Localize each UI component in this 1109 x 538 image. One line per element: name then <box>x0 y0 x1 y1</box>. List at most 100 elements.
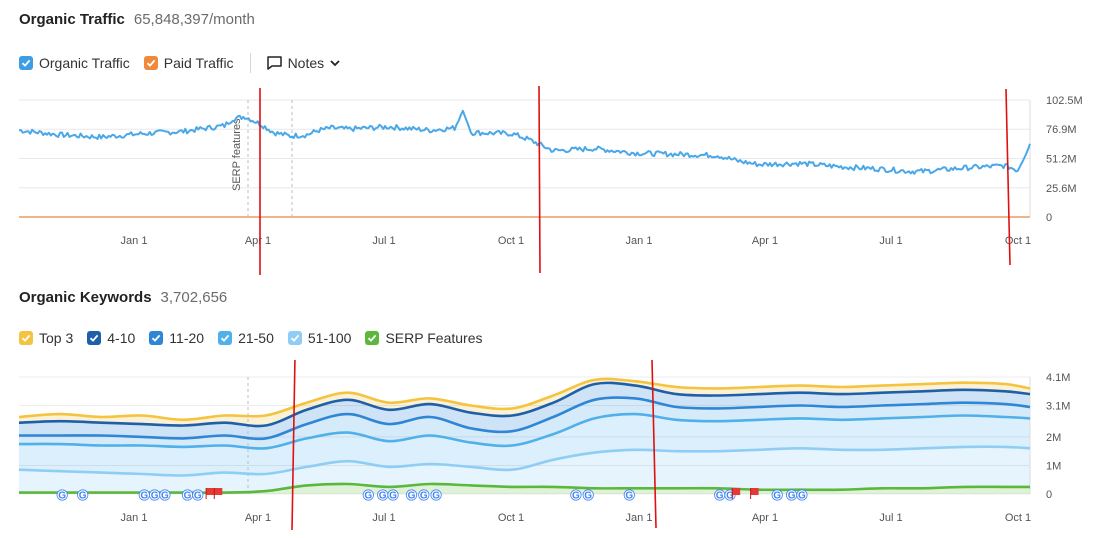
checkbox-checked-icon[interactable] <box>365 331 380 345</box>
google-icon-bg <box>56 489 68 501</box>
keywords-legend: Top 3 4-10 11-20 21-50 51-100 SERP Features <box>19 330 496 346</box>
organic-traffic-chart: SERP features 102.5M 76.9M 51.2M 25.6M 0 Jan… <box>18 85 1083 275</box>
flag-icon-body <box>750 488 759 495</box>
legend-label: Organic Traffic <box>39 55 130 71</box>
keywords-value: 3,702,656 <box>160 289 228 306</box>
google-icon: G <box>771 489 783 502</box>
area-fill <box>19 446 1030 494</box>
y-tick-label: 0 <box>1046 212 1052 224</box>
checkbox-checked-icon[interactable] <box>149 331 164 345</box>
x-tick-label: Oct 1 <box>498 235 524 247</box>
legend-4-10[interactable]: 4-10 <box>87 330 135 346</box>
google-icon: G <box>796 489 808 502</box>
legend-label: 4-10 <box>107 330 136 346</box>
google-icon-glyph: G <box>798 491 806 502</box>
series-line-top-3 <box>18 377 1031 422</box>
flag-icon-body <box>206 488 215 495</box>
x-tick-label: Jan 1 <box>121 512 148 524</box>
x-tick-label: Jan 1 <box>626 235 653 247</box>
checkbox-checked-icon[interactable] <box>218 331 233 345</box>
google-icon: G <box>192 489 204 502</box>
google-icon-glyph: G <box>726 491 734 502</box>
annotation-label: SERP features <box>231 118 243 191</box>
series-line-51-100 <box>18 445 1031 477</box>
series-line-11-20 <box>19 396 1031 441</box>
google-icon-glyph: G <box>584 491 592 502</box>
google-icon: G <box>159 489 171 502</box>
google-icon-glyph: G <box>194 491 202 502</box>
y-tick-label: 2M <box>1046 432 1061 444</box>
x-tick-label: Oct 1 <box>1005 512 1031 524</box>
google-icon-bg <box>796 489 808 501</box>
red-marker-line <box>651 360 657 529</box>
google-icon-glyph: G <box>420 491 428 502</box>
google-icon: G <box>77 489 89 502</box>
google-icon-glyph: G <box>432 491 440 502</box>
google-icon-bg <box>771 489 783 501</box>
checkbox-checked-icon[interactable] <box>19 331 33 345</box>
google-icon: G <box>418 489 430 502</box>
x-tick-label: Oct 1 <box>498 512 524 524</box>
google-icon-glyph: G <box>364 491 372 502</box>
red-marker-line <box>538 85 541 274</box>
google-icon-glyph: G <box>716 491 724 502</box>
legend-label: Top 3 <box>39 330 74 346</box>
red-marker-line <box>291 360 296 531</box>
legend-serp-features[interactable]: SERP Features <box>365 330 482 346</box>
traffic-title-row: Organic Traffic 65,848,397/month <box>19 11 255 28</box>
google-icon: G <box>785 489 798 502</box>
notes-label: Notes <box>287 55 325 71</box>
legend-label: Paid Traffic <box>163 55 234 71</box>
legend-51-100[interactable]: 51-100 <box>287 330 352 346</box>
google-icon-glyph: G <box>773 491 781 502</box>
google-icon-glyph: G <box>58 491 66 502</box>
x-tick-label: Apr 1 <box>245 235 271 247</box>
legend-label: 51-100 <box>307 330 352 346</box>
google-icon: G <box>623 489 635 502</box>
legend-top-3[interactable]: Top 3 <box>19 330 73 346</box>
traffic-value: 65,848,397/month <box>133 11 255 28</box>
google-icon-glyph: G <box>184 491 192 502</box>
google-icon: G <box>430 489 442 502</box>
google-icon-glyph: G <box>625 491 633 502</box>
google-icon-glyph: G <box>379 491 387 502</box>
checkbox-checked-icon[interactable] <box>19 56 33 70</box>
checkbox-checked-icon[interactable] <box>87 331 102 345</box>
legend-organic-traffic[interactable]: Organic Traffic <box>19 55 130 71</box>
keywords-title-row: Organic Keywords 3,702,656 <box>19 289 227 306</box>
y-tick-label: 3.1M <box>1046 401 1070 413</box>
flag-icon <box>213 488 223 499</box>
google-icon: G <box>149 489 161 502</box>
google-icon-bg <box>405 489 418 501</box>
google-icon-bg <box>570 489 582 501</box>
google-icon-bg <box>387 489 399 501</box>
y-tick-label: 25.6M <box>1046 183 1077 195</box>
chevron-down-icon <box>330 59 340 67</box>
y-tick-label: 102.5M <box>1046 95 1083 107</box>
checkbox-checked-icon[interactable] <box>287 331 302 345</box>
x-tick-label: Oct 1 <box>1005 235 1031 247</box>
google-icon: G <box>362 489 374 502</box>
google-icon-bg <box>362 489 374 501</box>
legend-paid-traffic[interactable]: Paid Traffic <box>143 55 234 71</box>
traffic-title: Organic Traffic <box>19 11 125 28</box>
series-line-21-50 <box>18 412 1031 450</box>
notes-icon <box>266 56 282 70</box>
checkbox-checked-icon[interactable] <box>143 56 158 70</box>
google-icon: G <box>138 489 150 502</box>
legend-11-20[interactable]: 11-20 <box>149 330 204 346</box>
flag-icon <box>205 488 215 499</box>
legend-label: SERP Features <box>385 330 483 346</box>
google-icon-bg <box>430 489 442 501</box>
x-tick-label: Jul 1 <box>879 512 902 524</box>
google-icon-bg <box>192 489 204 501</box>
traffic-legend: Organic Traffic Paid Traffic Notes <box>19 53 340 73</box>
google-icon: G <box>181 489 194 502</box>
red-marker-line <box>1005 88 1011 266</box>
google-icon-bg <box>582 489 594 501</box>
x-tick-label: Jan 1 <box>121 235 148 247</box>
notes-dropdown[interactable]: Notes <box>266 55 341 71</box>
google-icon-glyph: G <box>79 491 87 502</box>
legend-21-50[interactable]: 21-50 <box>218 330 274 346</box>
